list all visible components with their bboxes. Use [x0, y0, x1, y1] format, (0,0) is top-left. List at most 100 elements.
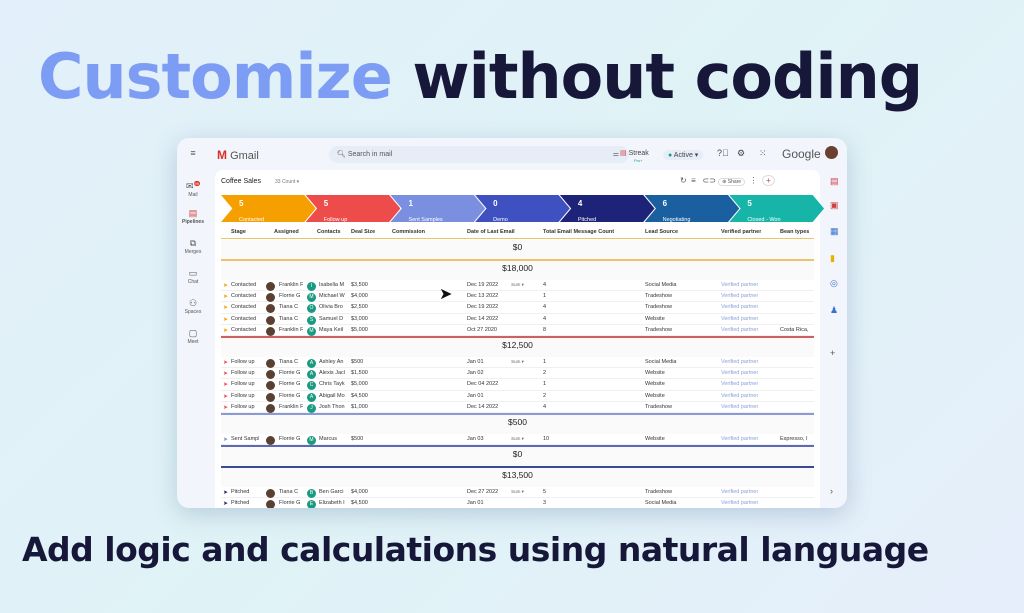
- lead-source-cell: Tradeshow: [645, 489, 673, 496]
- help-icon[interactable]: ?⃝: [717, 148, 729, 158]
- stage-count: 6: [662, 199, 668, 208]
- table-row[interactable]: ➤ Contacted Florrie G M Michael W $4,000 Dec 1…: [221, 291, 814, 303]
- deal-size-cell: $500: [351, 358, 364, 365]
- deal-size-cell: $1,000: [351, 403, 368, 410]
- sum-dropdown[interactable]: Sum: [511, 489, 521, 495]
- deal-size-cell: $4,500: [351, 500, 368, 507]
- sum-dropdown[interactable]: Sum: [511, 282, 521, 287]
- assignee-avatar: [266, 282, 275, 291]
- table-row[interactable]: ➤ Contacted Tiana C O Olivia Bro $2,500 Dec 19…: [221, 302, 814, 314]
- assignee-avatar: [266, 392, 275, 402]
- sidebar-item-mail[interactable]: ✉99 Mail: [177, 178, 209, 198]
- status-dropdown[interactable]: ● Active ▾: [663, 150, 704, 160]
- stage-5[interactable]: 6 Negotiating: [644, 195, 740, 223]
- sidebar-item-merges[interactable]: ⧉ Merges: [177, 238, 209, 255]
- meet-icon: ▢: [188, 328, 198, 338]
- stage-3[interactable]: 0 Demo: [475, 195, 570, 222]
- more-icon[interactable]: ⋮: [749, 176, 758, 185]
- add-button[interactable]: +: [761, 175, 775, 186]
- stage-6[interactable]: 5 Closed - Won: [729, 195, 825, 223]
- column-header[interactable]: Lead Source: [645, 229, 679, 235]
- email-count-cell: 1: [543, 381, 547, 388]
- notes-icon[interactable]: ▮: [830, 253, 835, 263]
- sidebar-item-pipelines[interactable]: ▤ Pipelines: [177, 208, 209, 225]
- tasks-icon[interactable]: ◎: [830, 278, 838, 288]
- gmail-logo[interactable]: M Gmail: [217, 148, 259, 162]
- column-header[interactable]: Stage: [231, 229, 246, 235]
- share-button[interactable]: ⊕ Share: [718, 178, 746, 186]
- refresh-icon[interactable]: ↻: [680, 176, 687, 185]
- stage-cell: Pitched: [231, 489, 250, 496]
- table-row[interactable]: ➤ Pitched Tiana C B Ben Garci $4,000 Dec 27 20…: [221, 487, 814, 499]
- column-header[interactable]: Date of Last Email: [467, 229, 515, 235]
- lead-source-cell: Tradeshow: [645, 304, 673, 311]
- sum-dropdown[interactable]: Sum: [511, 435, 521, 441]
- menu-icon[interactable]: ≡: [190, 148, 196, 158]
- table-row[interactable]: ➤ Sent Sampl Florrie G M Marcus $500 Jan 03 10 W…: [221, 434, 814, 446]
- contacts-icon[interactable]: ♟: [830, 305, 839, 315]
- assignee-avatar: [266, 304, 275, 314]
- stage-4[interactable]: 4 Pitched: [559, 195, 655, 222]
- column-header[interactable]: Commission: [392, 229, 426, 235]
- assigned-cell: Franklin F: [279, 403, 304, 410]
- column-header[interactable]: Bean types: [780, 229, 810, 235]
- email-count-cell: 4: [543, 403, 547, 410]
- avatar[interactable]: [825, 146, 838, 159]
- table-row[interactable]: ➤ Follow up Florrie G C Chris Tayk $5,000 Dec …: [221, 379, 814, 391]
- keep-icon[interactable]: ▦: [830, 226, 839, 236]
- link-icon[interactable]: ⊂⊃: [702, 176, 716, 185]
- table-row[interactable]: ➤ Follow up Franklin F J Josh Thon $1,000 Dec …: [221, 402, 814, 413]
- expand-icon[interactable]: ›: [830, 486, 833, 496]
- filter-icon[interactable]: ⚌: [612, 151, 619, 158]
- table-row[interactable]: ➤ Contacted Franklin F M Maya Keil $5,000 Oct …: [221, 325, 814, 336]
- column-header[interactable]: Deal Size: [351, 229, 376, 235]
- count-dropdown[interactable]: 33 Count ▾: [275, 179, 300, 185]
- stage-1[interactable]: 5 Follow up: [305, 195, 401, 222]
- stage-label: Sent Samples: [408, 217, 443, 223]
- table-row[interactable]: ➤ Follow up Florrie G A Alexis Jacl $1,500 Jan…: [221, 368, 814, 380]
- stage-count: 5: [747, 199, 752, 208]
- group-divider: [221, 412, 814, 415]
- deal-size-cell: $4,000: [351, 489, 368, 496]
- table-row[interactable]: ➤ Follow up Tiana C A Ashley An $500 Jan 01 1 So…: [221, 357, 814, 369]
- sidebar-item-meet[interactable]: ▢ Meet: [177, 328, 209, 345]
- sum-wrap[interactable]: Sum ▾: [511, 435, 524, 441]
- column-header[interactable]: Verified partner: [721, 229, 762, 235]
- add-addon-icon[interactable]: +: [830, 348, 836, 358]
- stage-label: Closed - Won: [747, 217, 781, 223]
- streak-icon[interactable]: ▤: [830, 176, 839, 186]
- sidebar-item-chat[interactable]: ▭ Chat: [177, 268, 209, 285]
- apps-icon[interactable]: ⁙: [759, 148, 767, 158]
- date-cell: Dec 19 2022: [467, 304, 499, 311]
- sum-dropdown[interactable]: Sum: [511, 358, 521, 364]
- table-row[interactable]: ➤ Contacted Tiana C S Samuel D $3,000 Dec 14 2…: [221, 314, 814, 325]
- sum-wrap[interactable]: Sum ▾: [511, 282, 524, 287]
- lead-source-cell: Social Media: [645, 282, 677, 288]
- verified-partner-cell: Verified partner: [721, 435, 759, 442]
- contact-cell: Elizabeth I: [319, 500, 345, 507]
- assignee-avatar: [266, 315, 275, 325]
- stage-count: 1: [408, 199, 413, 208]
- column-header[interactable]: Total Email Message Count: [543, 229, 615, 235]
- column-header[interactable]: Contacts: [317, 229, 341, 235]
- lead-source-cell: Tradeshow: [645, 403, 673, 410]
- stage-0[interactable]: 5 Contacted: [221, 195, 316, 222]
- sum-wrap[interactable]: Sum ▾: [511, 358, 524, 364]
- label: Merges: [184, 249, 202, 255]
- streak-button[interactable]: ▤ Streak Pro+: [620, 150, 649, 163]
- email-count-cell: 2: [543, 370, 547, 377]
- sum-wrap[interactable]: Sum ▾: [511, 489, 524, 495]
- filter-icon[interactable]: ≡: [691, 176, 696, 185]
- sidebar-item-spaces[interactable]: ⚇ Spaces: [177, 298, 209, 315]
- settings-icon[interactable]: ⚙: [737, 148, 746, 158]
- search-input[interactable]: 🔍︎ Search in mail ⚌: [329, 146, 629, 163]
- contact-initial: J: [307, 403, 316, 413]
- calendar-icon[interactable]: ▣: [830, 200, 839, 210]
- table-row[interactable]: ➤ Follow up Florrie G A Abigail Mo $4,500 Jan …: [221, 391, 814, 402]
- stage-2[interactable]: 1 Sent Samples: [390, 195, 486, 223]
- stage-label: Negotiating: [662, 217, 691, 223]
- mail-icon: ✉99: [186, 181, 200, 191]
- table-row[interactable]: ➤ Contacted Franklin F I Isabella M $3,500 Dec…: [221, 280, 814, 292]
- table-row[interactable]: ➤ Pitched Florrie G E Elizabeth I $4,500 Jan 0…: [221, 498, 814, 508]
- column-header[interactable]: Assigned: [274, 229, 299, 235]
